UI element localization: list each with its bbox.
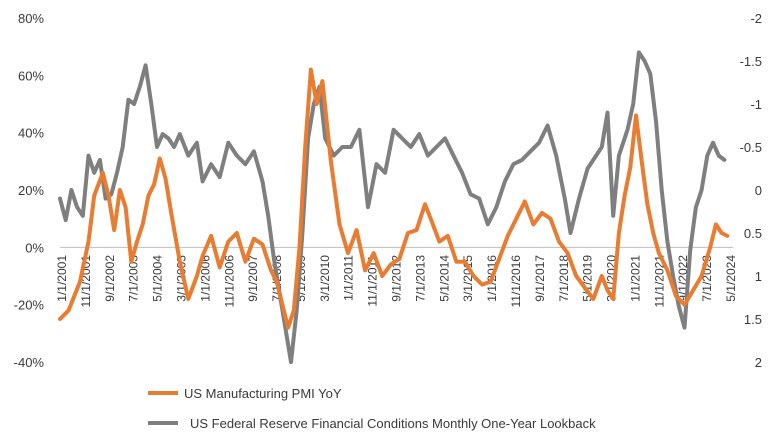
- legend-item-fci: US Federal Reserve Financial Conditions …: [148, 416, 596, 431]
- legend-label-pmi: US Manufacturing PMI YoY: [184, 386, 342, 401]
- left-tick-label: -20%: [14, 298, 45, 313]
- x-tick-label: 3/1/2010: [318, 255, 332, 302]
- series-line-fci: [58, 50, 727, 364]
- x-tick-label: 1/1/2006: [198, 255, 212, 302]
- left-tick-label: 0%: [25, 240, 44, 255]
- x-tick-label: 9/1/2012: [390, 255, 404, 302]
- x-tick-label: 5/1/2004: [151, 255, 165, 302]
- right-axis-ticks: -2 -1.5 -1 -0.5 0 0.5 1 1.5 2: [740, 11, 762, 370]
- x-tick-label: 9/1/2007: [246, 255, 260, 302]
- right-tick-label: 1: [755, 269, 762, 284]
- x-tick-label: 11/1/2021: [652, 255, 666, 308]
- x-tick-label: 9/1/2002: [103, 255, 117, 302]
- left-axis-ticks: 80% 60% 40% 20% 0% -20% -40%: [14, 11, 45, 370]
- x-tick-label: 3/1/2015: [461, 255, 475, 302]
- legend-item-pmi: US Manufacturing PMI YoY: [148, 386, 342, 401]
- right-tick-label: 0: [755, 183, 762, 198]
- x-tick-label: 7/1/2003: [127, 255, 141, 302]
- x-tick-label: 9/1/2017: [533, 255, 547, 302]
- x-tick-label: 7/1/2013: [413, 255, 427, 302]
- x-tick-label: 7/1/2018: [557, 255, 571, 302]
- left-tick-label: 40%: [18, 126, 44, 141]
- right-tick-label: 2: [755, 355, 762, 370]
- right-tick-label: -0.5: [740, 140, 762, 155]
- x-tick-label: 5/1/2024: [724, 255, 738, 302]
- right-tick-label: -1: [750, 97, 762, 112]
- x-tick-label: 5/1/2014: [437, 255, 451, 302]
- x-tick-label: 1/1/2021: [628, 255, 642, 302]
- right-tick-label: -1.5: [740, 54, 762, 69]
- x-tick-label: 11/1/2011: [366, 255, 380, 307]
- right-tick-label: -2: [750, 11, 762, 26]
- x-tick-label: 1/1/2011: [342, 255, 356, 301]
- x-tick-label: 11/1/2016: [509, 255, 523, 308]
- left-tick-label: 20%: [18, 183, 44, 198]
- x-tick-label: 11/1/2006: [222, 255, 236, 308]
- legend-label-fci: US Federal Reserve Financial Conditions …: [190, 416, 596, 431]
- left-tick-label: 80%: [18, 11, 44, 26]
- right-tick-label: 1.5: [744, 312, 762, 327]
- left-tick-label: 60%: [18, 68, 44, 83]
- series-layer: [58, 50, 730, 364]
- series-line-pmi: [58, 67, 730, 330]
- right-tick-label: 0.5: [744, 226, 762, 241]
- x-tick-label: 1/1/2001: [55, 255, 69, 302]
- left-tick-label: -40%: [14, 355, 45, 370]
- legend: US Manufacturing PMI YoY US Federal Rese…: [148, 386, 596, 431]
